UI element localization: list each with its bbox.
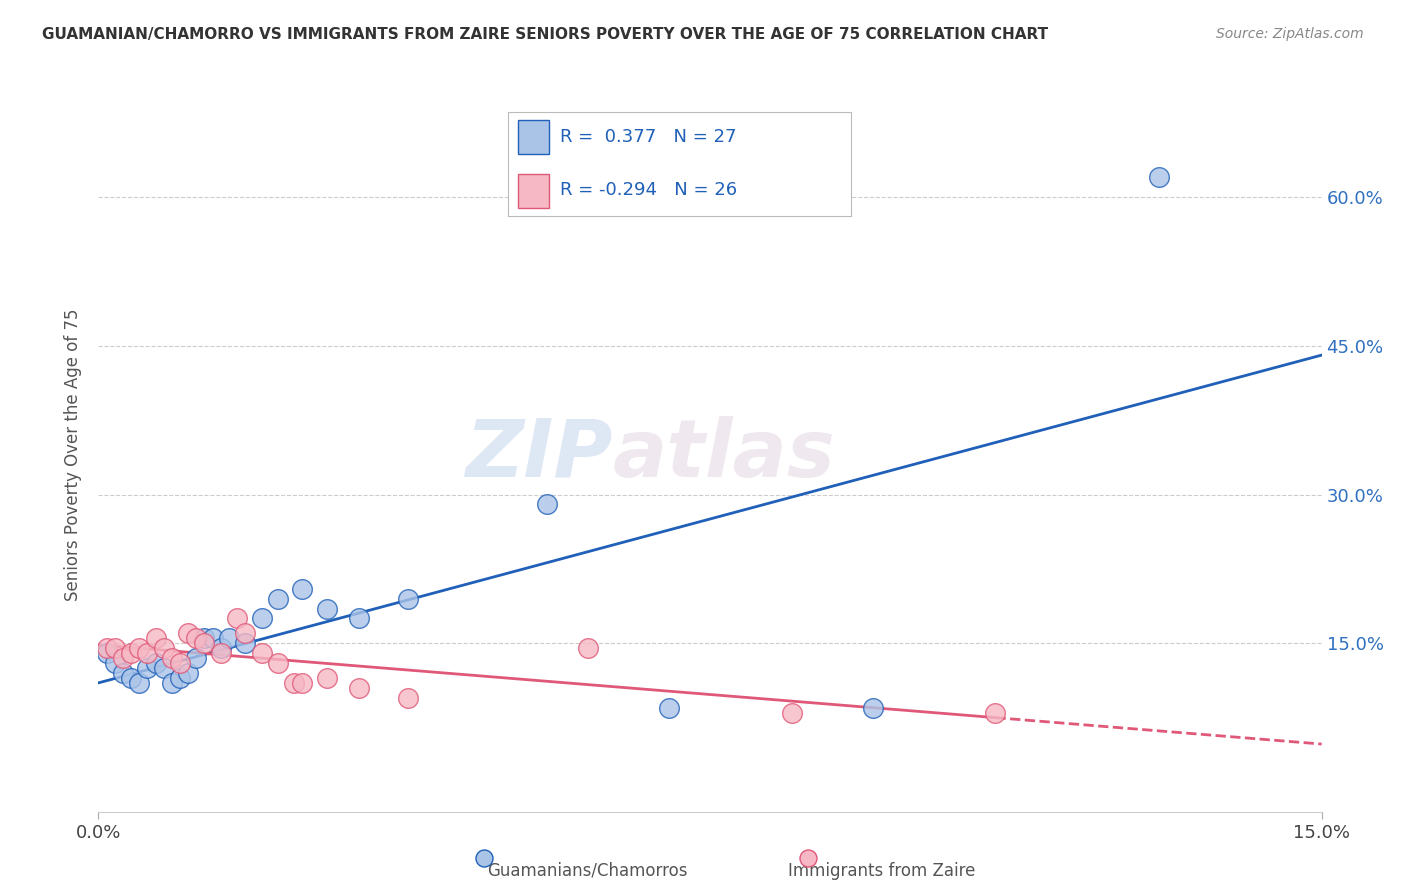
Point xyxy=(209,646,232,660)
Text: Guamanians/Chamorros: Guamanians/Chamorros xyxy=(488,862,688,880)
Point xyxy=(780,706,803,720)
Point xyxy=(136,661,159,675)
Point xyxy=(291,676,314,690)
Point xyxy=(120,646,142,660)
Point xyxy=(201,632,224,646)
Point xyxy=(186,651,208,665)
Point xyxy=(396,591,419,606)
Point xyxy=(984,706,1007,720)
Point xyxy=(267,591,290,606)
Point xyxy=(111,665,134,680)
Point xyxy=(658,700,681,714)
Point xyxy=(315,601,337,615)
Point xyxy=(104,656,127,670)
Point xyxy=(218,632,240,646)
Point xyxy=(160,676,183,690)
Point xyxy=(291,582,314,596)
Point xyxy=(96,641,118,656)
Text: Source: ZipAtlas.com: Source: ZipAtlas.com xyxy=(1216,27,1364,41)
Point xyxy=(233,636,256,650)
Point xyxy=(128,641,150,656)
Point xyxy=(152,641,174,656)
Point xyxy=(128,676,150,690)
Point xyxy=(576,641,599,656)
Point xyxy=(177,665,200,680)
Point xyxy=(536,498,558,512)
Point xyxy=(396,690,419,705)
Point xyxy=(120,671,142,685)
Point xyxy=(160,651,183,665)
Point xyxy=(169,671,191,685)
Text: Immigrants from Zaire: Immigrants from Zaire xyxy=(787,862,974,880)
Point xyxy=(1147,170,1170,185)
Point xyxy=(267,656,290,670)
Point xyxy=(209,641,232,656)
Point xyxy=(145,632,167,646)
Text: GUAMANIAN/CHAMORRO VS IMMIGRANTS FROM ZAIRE SENIORS POVERTY OVER THE AGE OF 75 C: GUAMANIAN/CHAMORRO VS IMMIGRANTS FROM ZA… xyxy=(42,27,1049,42)
Point xyxy=(111,651,134,665)
Point xyxy=(177,626,200,640)
Point xyxy=(315,671,337,685)
Point xyxy=(193,636,215,650)
Point xyxy=(104,641,127,656)
Point xyxy=(96,646,118,660)
Point xyxy=(169,656,191,670)
Point xyxy=(862,700,884,714)
Y-axis label: Seniors Poverty Over the Age of 75: Seniors Poverty Over the Age of 75 xyxy=(65,309,83,601)
Point xyxy=(226,611,249,625)
Point xyxy=(186,632,208,646)
Point xyxy=(250,611,273,625)
Point xyxy=(349,681,371,695)
Text: atlas: atlas xyxy=(612,416,835,494)
Point xyxy=(349,611,371,625)
Text: ZIP: ZIP xyxy=(465,416,612,494)
Point xyxy=(145,656,167,670)
Point xyxy=(193,632,215,646)
Point xyxy=(136,646,159,660)
Point xyxy=(152,661,174,675)
Point xyxy=(283,676,305,690)
Point xyxy=(250,646,273,660)
Point xyxy=(233,626,256,640)
